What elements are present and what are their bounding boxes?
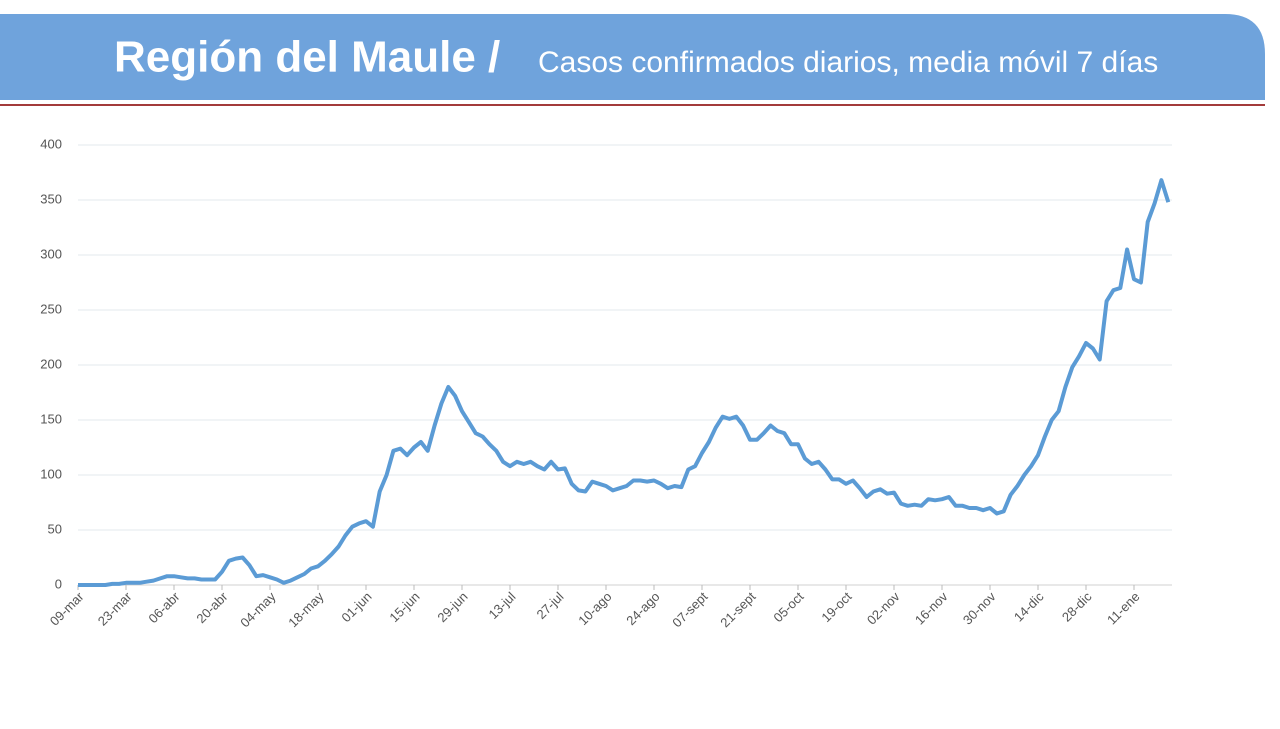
x-tick-label: 23-mar (95, 588, 135, 628)
x-tick-label: 09-mar (47, 588, 87, 628)
data-line (78, 178, 1171, 587)
x-tick-label: 06-abr (145, 588, 183, 626)
x-tick-label: 19-oct (818, 589, 854, 625)
x-tick-label: 20-abr (193, 588, 231, 626)
x-tick-label: 11-ene (1104, 589, 1143, 628)
x-tick-label: 21-sept (717, 589, 759, 631)
x-tick-label: 24-ago (623, 589, 662, 628)
x-tick-label: 15-jun (386, 589, 422, 625)
chart-title: Región del Maule / (114, 33, 500, 82)
y-tick-label: 250 (40, 301, 62, 316)
header-banner (0, 14, 1265, 100)
chart-subtitle: Casos confirmados diarios, media móvil 7… (538, 46, 1158, 79)
x-tick-label: 28-dic (1059, 589, 1095, 625)
y-tick-label: 50 (48, 521, 62, 536)
x-tick-label: 16-nov (912, 589, 951, 628)
x-tick-label: 14-dic (1011, 589, 1047, 625)
x-tick-label: 02-nov (864, 589, 903, 628)
y-tick-label: 350 (40, 191, 62, 206)
y-tick-label: 100 (40, 466, 62, 481)
y-tick-label: 300 (40, 246, 62, 261)
x-tick-label: 04-may (237, 589, 279, 631)
y-tick-label: 400 (40, 136, 62, 151)
y-tick-label: 150 (40, 411, 62, 426)
x-tick-label: 13-jul (485, 589, 518, 622)
x-tick-label: 10-ago (575, 589, 614, 628)
x-tick-label: 27-jul (533, 589, 566, 622)
x-tick-label: 01-jun (338, 589, 374, 625)
y-tick-label: 0 (55, 576, 62, 591)
x-tick-label: 30-nov (960, 589, 999, 628)
x-tick-label: 05-oct (770, 589, 806, 625)
y-tick-label: 200 (40, 356, 62, 371)
x-tick-label: 07-sept (669, 589, 711, 631)
x-tick-label: 18-may (285, 589, 327, 631)
x-tick-label: 29-jun (434, 589, 470, 625)
